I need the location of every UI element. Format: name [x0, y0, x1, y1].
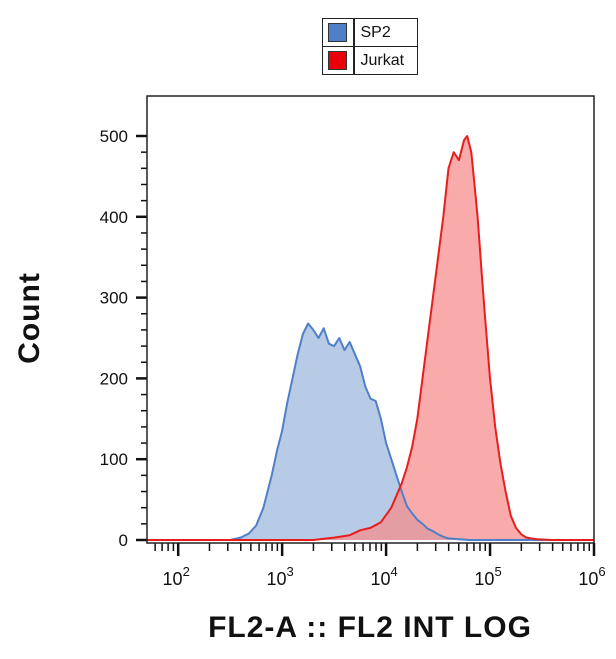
series-area-sp2	[147, 323, 594, 540]
x-tick-label-6: 106	[578, 564, 605, 589]
legend-swatch-jurkat	[328, 51, 347, 70]
legend-label-sp2: SP2	[360, 23, 391, 41]
x-tick-label-2: 102	[163, 564, 190, 589]
x-axis-label: FL2-A :: FL2 INT LOG	[208, 611, 532, 644]
y-tick-label-200: 200	[100, 369, 128, 388]
series-line-jurkat	[147, 135, 594, 541]
axes-group: 0 100 200 300 400 500 102 103 104 105 106	[100, 127, 606, 589]
y-tick-label-300: 300	[100, 289, 128, 308]
y-tick-label-500: 500	[100, 127, 128, 146]
y-tick-label-0: 0	[119, 531, 128, 550]
y-tick-label-100: 100	[100, 450, 128, 469]
series-layer	[147, 135, 594, 541]
legend-label-jurkat: Jurkat	[360, 51, 405, 69]
series-line-sp2	[147, 322, 594, 541]
x-tick-label-4: 104	[370, 564, 397, 589]
legend-item-sp2: SP2	[323, 19, 417, 46]
legend-swatch-sp2	[328, 23, 347, 42]
legend: SP2 Jurkat	[322, 18, 418, 75]
x-tick-label-5: 105	[474, 564, 501, 589]
series-area-jurkat	[147, 136, 594, 540]
plot-frame	[146, 95, 595, 544]
x-tick-label-3: 103	[267, 564, 294, 589]
y-axis-label: Count	[13, 272, 46, 364]
legend-item-jurkat: Jurkat	[323, 46, 417, 74]
y-tick-label-400: 400	[100, 208, 128, 227]
